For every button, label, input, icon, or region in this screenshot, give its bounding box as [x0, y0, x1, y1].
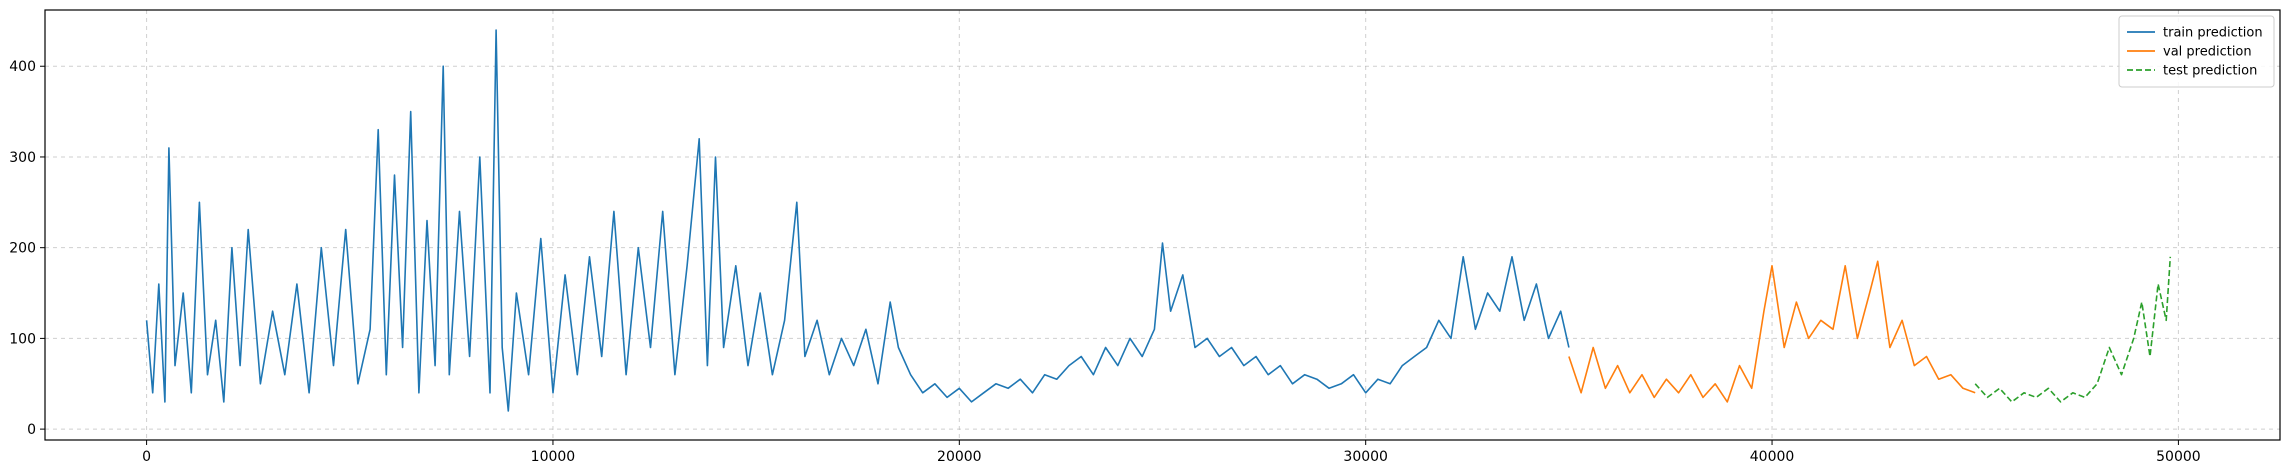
legend-item-label: train prediction — [2163, 26, 2263, 41]
y-tick-label: 400 — [9, 59, 36, 75]
legend-box — [2118, 15, 2275, 88]
legend: train prediction val prediction test predi… — [2118, 15, 2275, 88]
x-tick-label: 50000 — [2156, 449, 2201, 465]
val-prediction-line — [1568, 260, 1976, 403]
y-tick-label: 300 — [9, 150, 36, 166]
series-lines — [145, 29, 2172, 412]
axis-ticks: 0 10000 20000 30000 40000 50000 0 100 200 300 400 — [9, 59, 2200, 465]
grid-lines — [45, 10, 2280, 440]
y-tick-label: 200 — [9, 241, 36, 257]
train-prediction-line — [145, 29, 1570, 412]
x-tick-label: 10000 — [531, 449, 576, 465]
x-tick-label: 30000 — [1343, 449, 1388, 465]
y-tick-label: 100 — [9, 331, 36, 347]
legend-item-label: test prediction — [2163, 64, 2257, 79]
x-tick-label: 0 — [142, 449, 151, 465]
axes-frame — [44, 9, 2281, 441]
x-tick-label: 40000 — [1750, 449, 1795, 465]
y-tick-label: 0 — [27, 422, 36, 438]
legend-item-label: val prediction — [2163, 45, 2252, 60]
x-tick-label: 20000 — [937, 449, 982, 465]
test-prediction-line — [1974, 256, 2172, 403]
